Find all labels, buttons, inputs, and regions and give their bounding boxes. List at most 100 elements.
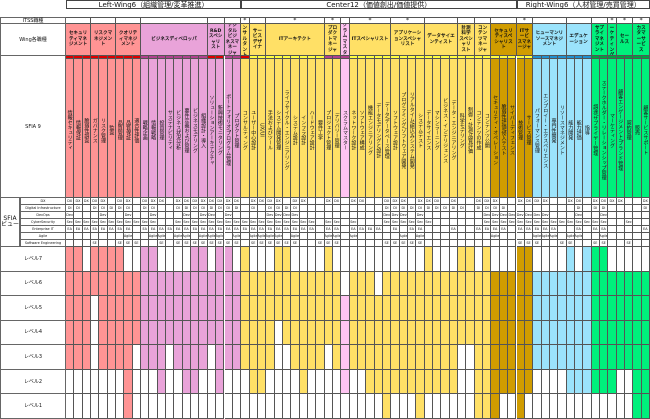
level-cell[interactable] — [249, 369, 258, 395]
level-cell[interactable] — [257, 345, 267, 370]
level-cell[interactable] — [541, 345, 550, 370]
level-cell[interactable] — [549, 369, 559, 395]
level-cell[interactable] — [291, 247, 300, 272]
level-cell[interactable] — [174, 345, 183, 370]
level-cell[interactable] — [483, 320, 492, 346]
level-cell[interactable] — [66, 320, 75, 346]
level-cell[interactable] — [491, 247, 500, 272]
level-cell[interactable] — [449, 345, 459, 370]
level-cell[interactable] — [157, 296, 167, 321]
level-cell[interactable] — [149, 247, 158, 272]
level-cell[interactable] — [324, 320, 333, 346]
level-cell[interactable] — [349, 320, 358, 346]
level-cell[interactable] — [91, 271, 100, 297]
level-cell[interactable] — [633, 369, 642, 395]
level-cell[interactable] — [141, 345, 150, 370]
level-cell[interactable] — [132, 247, 142, 272]
level-cell[interactable] — [608, 271, 617, 297]
level-cell[interactable] — [174, 394, 183, 419]
level-cell[interactable] — [408, 369, 417, 395]
level-cell[interactable] — [583, 320, 592, 346]
level-cell[interactable] — [199, 271, 208, 297]
level-cell[interactable] — [116, 320, 125, 346]
level-cell[interactable] — [66, 369, 75, 395]
sfia-skill-header[interactable]: システム設計 — [291, 59, 300, 198]
level-cell[interactable] — [141, 247, 150, 272]
level-cell[interactable] — [157, 345, 167, 370]
sfia-skill-header[interactable]: パフォーマンス管理 — [533, 59, 542, 198]
sfia-skill-header[interactable]: 要件定義および管理 — [182, 59, 192, 198]
level-cell[interactable] — [524, 345, 534, 370]
role-group-header[interactable]: ヒューマンリソースマネジメント — [533, 24, 567, 56]
level-cell[interactable] — [191, 271, 200, 297]
level-cell[interactable] — [274, 296, 283, 321]
level-cell[interactable] — [74, 394, 83, 419]
level-cell[interactable] — [266, 320, 275, 346]
level-cell[interactable] — [483, 345, 492, 370]
level-cell[interactable] — [116, 369, 125, 395]
level-cell[interactable] — [516, 296, 525, 321]
level-cell[interactable] — [99, 320, 108, 346]
level-cell[interactable] — [391, 271, 400, 297]
level-cell[interactable] — [91, 320, 100, 346]
level-cell[interactable] — [132, 320, 142, 346]
level-cell[interactable] — [358, 320, 367, 346]
sfia-skill-header[interactable]: リソースマネジメント — [558, 59, 567, 198]
sfia-skill-header[interactable]: マシンラーニング — [433, 59, 442, 198]
sfia-skill-header[interactable]: ネットワーク設計 — [349, 59, 358, 198]
level-cell[interactable] — [257, 296, 267, 321]
level-cell[interactable] — [191, 296, 200, 321]
level-cell[interactable] — [316, 369, 325, 395]
level-cell[interactable] — [349, 296, 358, 321]
level-cell[interactable] — [307, 296, 317, 321]
level-cell[interactable] — [591, 247, 600, 272]
level-cell[interactable] — [249, 345, 258, 370]
level-cell[interactable] — [341, 394, 350, 419]
role-group-header[interactable]: セキュリティマネジメント — [66, 24, 92, 56]
level-cell[interactable] — [82, 394, 91, 419]
level-cell[interactable] — [474, 296, 484, 321]
level-cell[interactable] — [316, 296, 325, 321]
level-cell[interactable] — [274, 394, 283, 419]
level-cell[interactable] — [516, 247, 525, 272]
level-cell[interactable] — [641, 320, 650, 346]
level-cell[interactable] — [583, 394, 592, 419]
level-cell[interactable] — [558, 296, 567, 321]
sfia-skill-header[interactable]: 能力評価 — [574, 59, 584, 198]
level-cell[interactable] — [483, 247, 492, 272]
level-cell[interactable] — [633, 320, 642, 346]
level-cell[interactable] — [266, 247, 275, 272]
level-cell[interactable] — [591, 394, 600, 419]
level-cell[interactable] — [91, 296, 100, 321]
level-cell[interactable] — [274, 369, 283, 395]
level-cell[interactable] — [616, 247, 625, 272]
level-cell[interactable] — [157, 394, 167, 419]
sfia-skill-header[interactable]: 戦略企画 — [141, 59, 150, 198]
level-cell[interactable] — [391, 296, 400, 321]
level-cell[interactable] — [207, 296, 217, 321]
level-cell[interactable] — [466, 271, 475, 297]
level-cell[interactable] — [124, 247, 133, 272]
level-cell[interactable] — [541, 369, 550, 395]
level-cell[interactable] — [583, 247, 592, 272]
level-cell[interactable] — [524, 296, 534, 321]
level-cell[interactable] — [416, 394, 425, 419]
level-cell[interactable] — [199, 394, 208, 419]
level-cell[interactable] — [441, 320, 450, 346]
sfia-skill-header[interactable]: ユーザー中心設計 — [249, 59, 258, 198]
sfia-skill-header[interactable]: 新興技術モニタリング — [216, 59, 225, 198]
level-cell[interactable] — [533, 271, 542, 297]
level-cell[interactable] — [441, 296, 450, 321]
level-cell[interactable] — [574, 369, 584, 395]
role-group-header[interactable]: カスタマーサービス — [633, 24, 650, 56]
level-cell[interactable] — [82, 247, 91, 272]
level-cell[interactable] — [341, 296, 350, 321]
level-cell[interactable] — [282, 345, 292, 370]
sfia-skill-header[interactable]: データ・エンジニアリング — [449, 59, 459, 198]
level-cell[interactable] — [574, 320, 584, 346]
level-cell[interactable] — [449, 247, 459, 272]
role-group-header[interactable]: コンテンツマネージャ — [474, 24, 492, 56]
level-cell[interactable] — [358, 394, 367, 419]
level-cell[interactable] — [207, 394, 217, 419]
sfia-skill-header[interactable]: 顧客サービスサポート — [641, 59, 650, 198]
